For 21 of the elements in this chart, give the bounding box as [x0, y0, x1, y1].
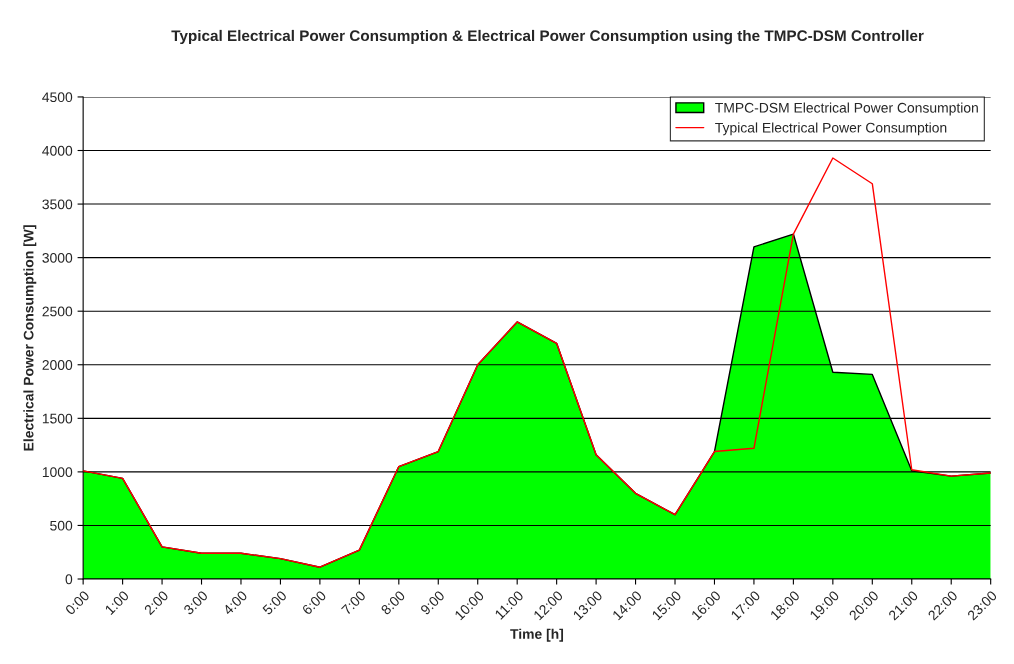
- x-tick-label: 7:00: [341, 590, 367, 616]
- y-tick-label: 500: [50, 520, 73, 531]
- y-tick-label: 1000: [42, 467, 73, 478]
- x-tick-label: 6:00: [301, 590, 327, 616]
- x-tick-label: 4:00: [222, 590, 248, 616]
- y-tick-label: 4000: [42, 145, 73, 156]
- x-axis-title: Time [h]: [510, 628, 564, 642]
- legend-label: TMPC-DSM Electrical Power Consumption: [715, 102, 978, 116]
- y-tick-label: 4500: [42, 92, 73, 103]
- x-tick-label: 5:00: [261, 590, 288, 616]
- x-tick-label: 3:00: [183, 590, 209, 616]
- legend-label: Typical Electrical Power Consumption: [715, 122, 947, 136]
- x-tick-label: 0:00: [64, 590, 90, 616]
- y-tick-label: 2500: [42, 306, 73, 317]
- y-tick-label: 3000: [42, 252, 73, 263]
- y-tick-label: 3500: [42, 199, 73, 210]
- y-tick-label: 1500: [42, 413, 73, 424]
- y-tick-label: 2000: [42, 360, 73, 370]
- y-axis-title: Electrical Power Consumption [W]: [23, 225, 37, 451]
- y-tick-label: 0: [65, 574, 73, 585]
- chart-title: Typical Electrical Power Consumption & Electrical Power Consumption using the TMPC-DSM Controller: [171, 29, 924, 45]
